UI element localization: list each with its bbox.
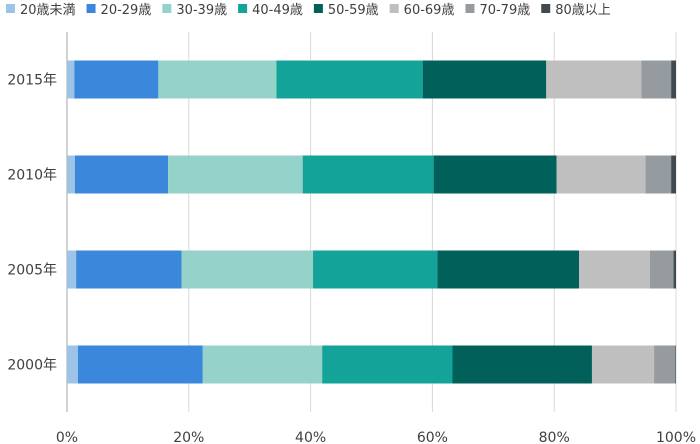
bar-segment [675, 345, 676, 384]
bar-segment [437, 250, 580, 289]
y-category-label: 2000年 [7, 358, 57, 374]
x-tick-label: 60% [417, 430, 448, 444]
x-tick-label: 80% [539, 430, 570, 444]
legend-swatch [465, 4, 475, 13]
bar-segment [649, 250, 674, 289]
bar-segment [67, 155, 75, 194]
x-tick-label: 0% [56, 430, 78, 444]
legend-swatch [541, 4, 551, 13]
x-tick-label: 20% [173, 430, 204, 444]
legend-swatch [6, 4, 15, 13]
bar-segment [313, 250, 438, 289]
legend-label: 50-59歳 [328, 3, 379, 18]
bar-segment [645, 155, 672, 194]
bar-segment [74, 60, 159, 99]
bar-segment [546, 60, 642, 99]
legend-label: 20-29歳 [101, 3, 152, 18]
legend-label: 60-69歳 [404, 3, 455, 18]
bar-segment [422, 60, 547, 99]
bar-segment [671, 60, 676, 99]
legend-label: 70-79歳 [479, 3, 530, 18]
bar-segment [452, 345, 592, 384]
bar-segment [67, 60, 75, 99]
bar-segment [74, 155, 169, 194]
legend-label: 80歳以上 [555, 3, 611, 18]
bar-segment [556, 155, 646, 194]
bar-segment [322, 345, 453, 384]
legend-label: 40-49歳 [252, 3, 303, 18]
bar-segment [276, 60, 423, 99]
bar-segment [181, 250, 314, 289]
bar-segment [168, 155, 303, 194]
x-tick-label: 100% [656, 430, 696, 444]
y-category-label: 2015年 [7, 73, 57, 89]
legend-swatch [238, 4, 248, 13]
bar-segment [641, 60, 672, 99]
legend-swatch [86, 4, 96, 13]
bar-segment [671, 155, 676, 194]
legend-label: 30-39歳 [176, 3, 227, 18]
bar-segment [67, 345, 78, 384]
bar-segment [158, 60, 277, 99]
bar-segment [579, 250, 650, 289]
y-category-label: 2010年 [7, 168, 57, 184]
x-tick-label: 40% [295, 430, 326, 444]
bar-segment [67, 250, 77, 289]
bar-segment [591, 345, 655, 384]
legend-label: 20歳未満 [20, 3, 76, 18]
bar-segment [202, 345, 323, 384]
legend-swatch [313, 4, 323, 13]
bar-segment [654, 345, 676, 384]
bar-segment [302, 155, 434, 194]
legend-swatch [389, 4, 399, 13]
y-category-label: 2005年 [7, 263, 57, 279]
bar-segment [673, 250, 676, 289]
bar-segment [433, 155, 557, 194]
bar-segment [77, 345, 203, 384]
legend-swatch [162, 4, 172, 13]
bar-segment [76, 250, 182, 289]
